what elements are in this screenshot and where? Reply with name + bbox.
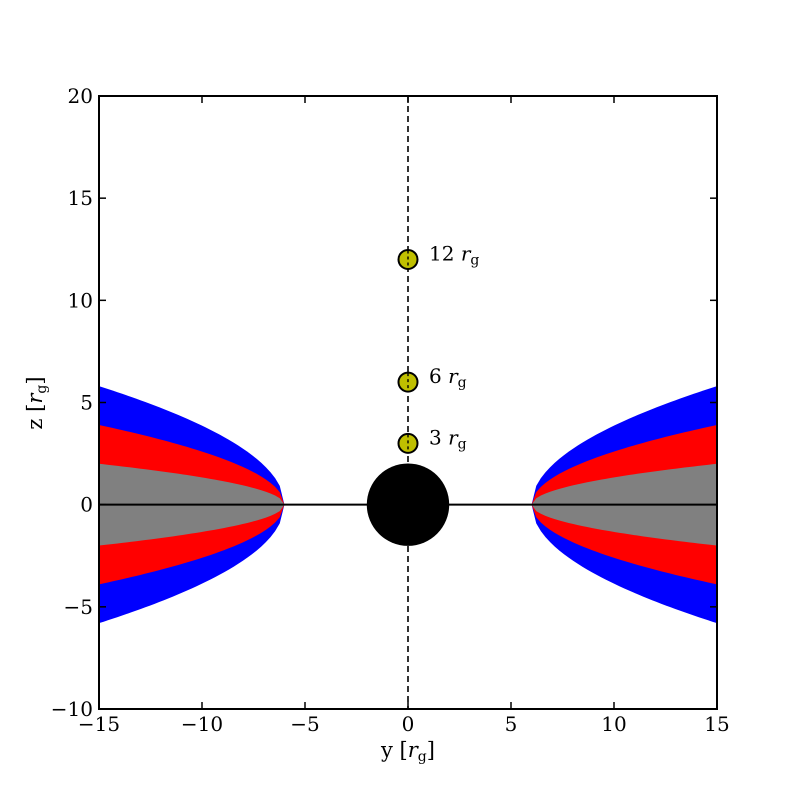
lamppost-sources — [397, 248, 419, 454]
black-hole — [366, 463, 450, 546]
y-tick-label: 10 — [68, 288, 93, 312]
x-tick-label: −10 — [181, 712, 223, 736]
x-tick-label: −15 — [78, 712, 120, 736]
source-label-6: 6 rg — [429, 364, 467, 391]
x-tick-label: 15 — [704, 712, 729, 736]
y-tick-label: −10 — [51, 697, 93, 721]
y-tick-label: 20 — [68, 84, 93, 108]
x-tick-label: 5 — [505, 712, 518, 736]
y-axis-ticks: −10 −5 0 5 10 15 20 — [51, 84, 717, 721]
x-tick-label: −5 — [290, 712, 319, 736]
y-tick-label: −5 — [64, 595, 93, 619]
y-axis-label: z [rg] — [23, 376, 50, 429]
x-axis-ticks: −15 −10 −5 0 5 10 15 — [78, 96, 730, 736]
source-label-3: 3 rg — [429, 425, 467, 452]
y-tick-label: 0 — [80, 493, 93, 517]
x-axis-label: y [rg] — [380, 738, 435, 765]
y-tick-label: 5 — [80, 391, 93, 415]
x-tick-label: 10 — [601, 712, 626, 736]
source-height-labels: 3 rg 6 rg 12 rg — [429, 241, 479, 452]
x-tick-label: 0 — [402, 712, 415, 736]
plot-area — [99, 96, 717, 709]
y-tick-label: 15 — [68, 186, 93, 210]
source-label-12: 12 rg — [429, 241, 479, 268]
